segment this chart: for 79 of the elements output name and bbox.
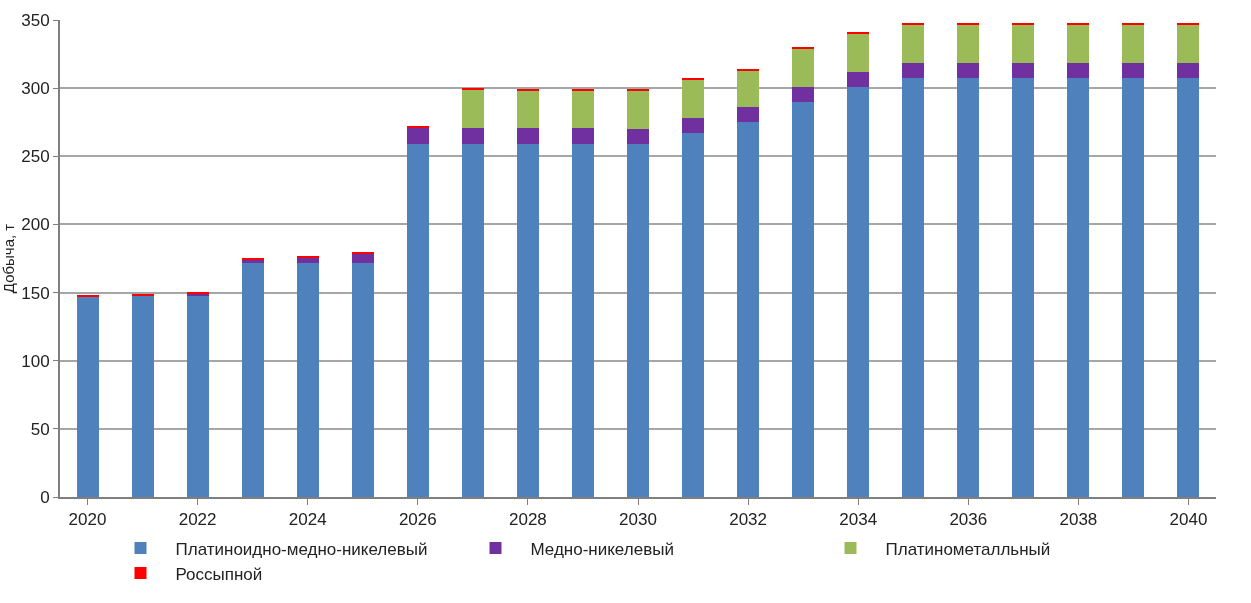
bar [516,144,539,497]
bar [571,88,594,91]
bar [957,62,980,78]
bar [902,77,925,497]
x-tick-label: 2038 [1059,510,1098,530]
bar [1177,62,1200,78]
bar [1177,24,1200,63]
y-tick-label: 250 [21,147,50,167]
bar [847,71,870,87]
bar [1067,77,1090,497]
y-tick-label: 150 [21,283,50,303]
bar [406,127,429,145]
bar [76,296,99,497]
bar [296,255,319,258]
bar [626,129,650,145]
x-tick-label: 2034 [839,510,878,530]
bar [131,295,154,497]
bar [737,70,760,108]
y-tick-label: 0 [40,487,50,507]
bar [351,253,374,263]
bar [737,107,760,123]
legend-label: Россыпной [175,564,263,584]
y-tick-label: 100 [21,351,50,371]
bar [461,127,484,145]
y-axis-title: Добыча, т [0,223,17,294]
legend-label: Платинометалльный [885,539,1051,559]
bar [1012,24,1035,63]
bar [516,88,539,91]
x-tick-label: 2040 [1169,510,1208,530]
x-tick-label: 2032 [729,510,768,530]
bar [682,118,705,134]
bar [461,144,484,497]
bar [1067,62,1090,78]
bar [296,262,319,497]
bar [792,86,815,102]
bar [847,33,870,72]
bar [516,128,539,145]
bar [571,128,594,145]
bar [902,62,925,78]
bar [241,262,264,497]
bar [1122,24,1145,63]
bar [792,48,815,87]
bar [1012,62,1035,78]
y-tick-label: 200 [21,215,50,235]
y-tick-label: 300 [21,79,50,99]
x-tick-label: 2030 [619,510,657,530]
bar [571,90,594,129]
bar [682,133,705,497]
x-tick-label: 2024 [288,510,327,530]
y-tick-label: 50 [30,419,50,439]
bar [957,77,980,497]
y-tick-label: 350 [21,10,50,30]
bar [1067,24,1090,63]
bar [957,24,980,63]
legend-label: Платиноидно-медно-никелевый [175,539,428,559]
x-tick-label: 2028 [508,510,547,530]
bar [131,293,154,296]
bar [461,89,484,128]
bar [1012,77,1035,497]
bar [626,90,650,130]
bar [186,295,209,497]
x-tick-label: 2036 [949,510,988,530]
legend-label: Медно-никелевый [530,539,674,559]
bar [1122,62,1145,78]
bar [1177,77,1200,497]
x-tick-label: 2020 [68,510,107,530]
bar [847,86,870,497]
bar [682,79,705,119]
bar [902,24,925,63]
bar [792,101,815,497]
bar [516,90,539,129]
bar [351,262,374,497]
bar [406,144,429,497]
bar [737,122,760,497]
x-tick-label: 2026 [398,510,437,530]
bar [1122,77,1145,497]
bar [626,144,650,497]
x-tick-label: 2022 [178,510,217,530]
bar [571,144,594,497]
